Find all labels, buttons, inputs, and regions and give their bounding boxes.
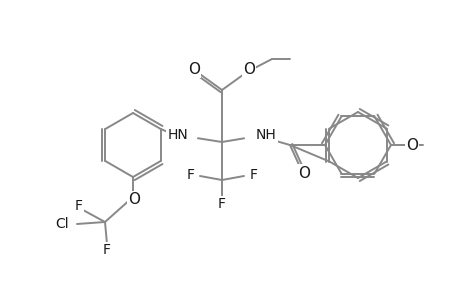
- Text: F: F: [187, 168, 195, 182]
- Text: F: F: [218, 197, 225, 211]
- Text: HN: HN: [167, 128, 188, 142]
- Text: O: O: [405, 137, 417, 152]
- Text: O: O: [242, 61, 254, 76]
- Text: NH: NH: [256, 128, 276, 142]
- Text: F: F: [75, 199, 83, 213]
- Text: O: O: [188, 61, 200, 76]
- Text: Cl: Cl: [55, 217, 69, 231]
- Text: F: F: [249, 168, 257, 182]
- Text: O: O: [128, 193, 140, 208]
- Text: F: F: [103, 243, 111, 257]
- Text: O: O: [297, 166, 309, 181]
